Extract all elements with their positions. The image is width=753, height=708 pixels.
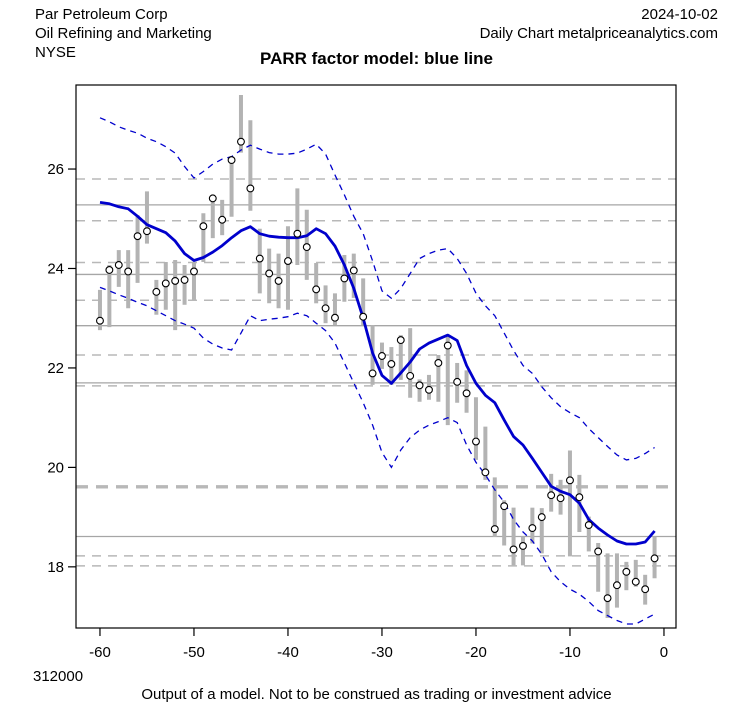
data-point xyxy=(490,525,499,533)
data-point xyxy=(650,554,659,563)
data-point xyxy=(631,577,640,586)
header-left: Par Petroleum Corp Oil Refining and Mark… xyxy=(35,5,212,62)
data-point xyxy=(208,194,217,203)
data-point xyxy=(96,316,104,325)
company-sector: Oil Refining and Marketing xyxy=(35,25,212,42)
data-point xyxy=(566,476,574,485)
x-tick-label: -20 xyxy=(465,644,487,661)
chart-title: PARR factor model: blue line xyxy=(260,49,493,68)
x-tick-label: -60 xyxy=(89,644,111,661)
data-point xyxy=(378,352,386,360)
disclaimer-text: Output of a model. Not to be construed a… xyxy=(141,686,612,703)
data-point xyxy=(500,502,509,511)
data-point xyxy=(190,267,198,276)
data-point xyxy=(161,279,170,288)
data-point xyxy=(133,232,142,241)
data-point xyxy=(556,494,565,503)
data-point xyxy=(415,381,424,390)
data-point xyxy=(425,385,433,394)
data-point xyxy=(387,360,396,368)
y-tick-label: 26 xyxy=(47,161,64,178)
data-point xyxy=(584,521,593,530)
data-point xyxy=(293,229,302,238)
data-point xyxy=(274,276,283,285)
data-point xyxy=(434,359,443,367)
data-point xyxy=(453,377,462,386)
data-point xyxy=(603,594,612,603)
chart-source: Daily Chart metalpriceanalytics.com xyxy=(479,25,718,42)
data-point xyxy=(641,585,650,594)
data-point xyxy=(237,137,245,146)
data-point xyxy=(152,287,161,296)
data-point xyxy=(575,493,584,502)
data-point xyxy=(302,243,311,252)
y-tick-label: 20 xyxy=(47,459,64,476)
data-point xyxy=(509,545,518,554)
data-point xyxy=(114,261,123,269)
data-point xyxy=(246,184,255,193)
chart-date: 2024-10-02 xyxy=(641,6,718,23)
data-point xyxy=(312,285,321,294)
x-tick-label: -50 xyxy=(183,644,205,661)
x-tick-label: -30 xyxy=(371,644,393,661)
data-point xyxy=(519,542,527,550)
data-point xyxy=(396,336,405,345)
data-point xyxy=(143,227,151,236)
data-point xyxy=(340,274,349,283)
data-point xyxy=(180,275,189,284)
data-point xyxy=(321,304,330,313)
bottom-left-value: 312000 xyxy=(33,668,84,685)
company-name: Par Petroleum Corp xyxy=(35,6,168,23)
lower-band-line xyxy=(99,286,655,625)
data-point xyxy=(105,266,114,274)
data-point xyxy=(406,371,415,380)
data-point xyxy=(462,389,471,398)
plot-border xyxy=(75,84,677,629)
data-point xyxy=(359,312,368,321)
header-right: 2024-10-02 Daily Chart metalpriceanalyti… xyxy=(480,5,718,43)
data-point xyxy=(368,369,377,378)
y-tick-label: 22 xyxy=(47,360,64,377)
data-point xyxy=(547,491,556,500)
factor-model-line xyxy=(99,201,656,546)
x-tick-label: -40 xyxy=(277,644,299,661)
data-point xyxy=(594,547,603,556)
data-point xyxy=(613,581,621,590)
data-point xyxy=(284,257,292,265)
data-point xyxy=(331,313,339,322)
data-point xyxy=(199,222,208,231)
company-exchange: NYSE xyxy=(35,44,76,61)
upper-band-line xyxy=(99,117,655,461)
y-tick-label: 18 xyxy=(47,559,64,576)
data-point xyxy=(443,341,452,350)
y-tick-label: 24 xyxy=(47,260,64,277)
data-point xyxy=(622,567,631,576)
data-point xyxy=(349,266,358,275)
data-point xyxy=(171,276,180,285)
data-point xyxy=(528,524,537,533)
data-point xyxy=(537,513,546,522)
data-point xyxy=(472,437,480,446)
data-point xyxy=(265,269,274,278)
data-point xyxy=(481,468,490,477)
data-point xyxy=(124,267,133,276)
x-tick-label: 0 xyxy=(660,644,668,661)
x-tick-label: -10 xyxy=(559,644,581,661)
data-point xyxy=(227,156,236,165)
data-point xyxy=(218,215,227,224)
data-point xyxy=(255,254,264,263)
